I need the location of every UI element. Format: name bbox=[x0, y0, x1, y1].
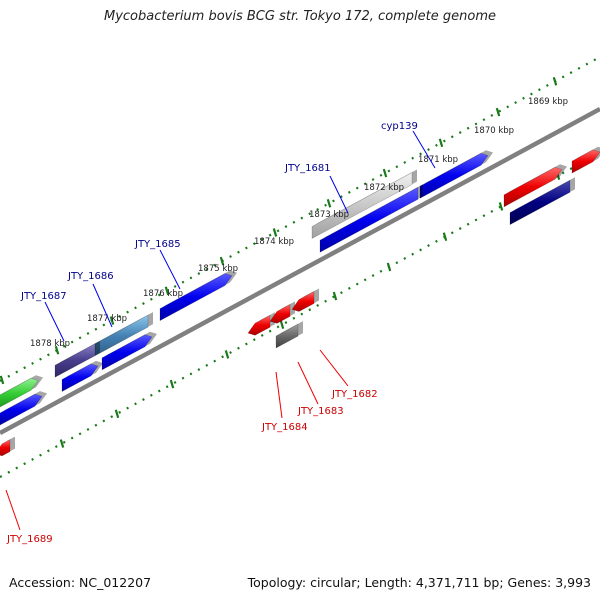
gene-red-right-1-face bbox=[503, 166, 563, 208]
lower-major-tick bbox=[442, 232, 448, 242]
callout-line bbox=[319, 349, 349, 387]
gene-jty-1682 bbox=[291, 288, 319, 312]
gene-navy-right bbox=[509, 177, 575, 226]
upper-major-tick bbox=[552, 76, 558, 86]
gene-label: JTY_1689 bbox=[6, 534, 53, 545]
genome-summary-text: Topology: circular; Length: 4,371,711 bp… bbox=[247, 575, 591, 590]
gene-jty-1681 bbox=[311, 169, 417, 240]
callout-line bbox=[412, 130, 436, 169]
callout-line bbox=[44, 301, 65, 342]
gene-jty-1687 bbox=[54, 340, 100, 378]
gene-label: JTY_1687 bbox=[20, 291, 67, 302]
gene-jty-1681-face bbox=[311, 172, 413, 240]
gene-forward-1 bbox=[319, 184, 423, 253]
gene-forward-3-face bbox=[61, 363, 99, 393]
lower-major-tick bbox=[224, 350, 230, 359]
upper-major-tick bbox=[109, 316, 115, 325]
tick-label: 1873 kbp bbox=[309, 210, 349, 220]
gene-forward-4 bbox=[0, 391, 47, 426]
gene-jty-1689 bbox=[0, 436, 15, 457]
lower-major-tick bbox=[279, 320, 285, 330]
gene-jty-1682-face bbox=[291, 290, 315, 312]
lower-tick-track bbox=[0, 152, 600, 478]
tick-label: 1876 kbp bbox=[143, 289, 183, 299]
gene-red-right-1 bbox=[503, 164, 567, 208]
gene-forward-2-face bbox=[101, 334, 153, 371]
gene-track bbox=[0, 146, 600, 457]
gene-label: cyp139 bbox=[381, 121, 418, 132]
gene-label: JTY_1681 bbox=[284, 163, 331, 174]
gene-label: JTY_1684 bbox=[261, 422, 308, 433]
gene-cyp139 bbox=[419, 150, 493, 199]
gene-jty-1685 bbox=[159, 270, 237, 322]
lower-major-tick bbox=[498, 202, 504, 211]
lower-major-tick bbox=[332, 291, 338, 301]
gene-jty-1684-face bbox=[247, 314, 271, 336]
upper-major-tick bbox=[438, 138, 444, 148]
gene-green-left bbox=[0, 375, 43, 408]
gene-jty-1689-face bbox=[0, 439, 11, 457]
upper-major-tick bbox=[326, 199, 332, 208]
tick-label: 1872 kbp bbox=[364, 183, 404, 193]
map-title: Mycobacterium bovis BCG str. Tokyo 172, … bbox=[104, 9, 496, 24]
upper-major-tick bbox=[219, 256, 225, 266]
upper-tick-track bbox=[0, 56, 600, 382]
tick-label: 1874 kbp bbox=[254, 237, 294, 247]
gene-jty-1683-face bbox=[269, 303, 291, 324]
callout-line bbox=[329, 175, 349, 214]
gene-label: JTY_1686 bbox=[67, 271, 114, 282]
gene-jty-1684 bbox=[247, 312, 275, 336]
upper-major-tick bbox=[382, 168, 388, 178]
gene-cyp139-face bbox=[419, 152, 489, 199]
gene-red-right-2-face bbox=[571, 149, 600, 174]
tick-label: 1869 kbp bbox=[528, 97, 568, 107]
tick-label: 1875 kbp bbox=[198, 264, 238, 274]
upper-major-tick bbox=[495, 107, 501, 117]
callout-line bbox=[5, 489, 21, 531]
lower-major-tick bbox=[386, 262, 392, 272]
upper-major-tick bbox=[164, 286, 170, 296]
upper-major-tick bbox=[272, 228, 278, 237]
accession-text: Accession: NC_012207 bbox=[9, 575, 152, 590]
gene-forward-4-face bbox=[0, 393, 43, 426]
gene-forward-3 bbox=[61, 360, 103, 393]
callout-line bbox=[159, 249, 181, 290]
upper-major-tick bbox=[54, 345, 60, 355]
gene-label: JTY_1682 bbox=[331, 389, 378, 400]
genome-backbone bbox=[0, 107, 600, 435]
gene-forward-2 bbox=[101, 331, 157, 371]
tick-tracks bbox=[0, 56, 600, 478]
tick-label: 1877 kbp bbox=[87, 314, 127, 324]
lower-major-tick bbox=[59, 439, 65, 448]
gene-dark-small-face bbox=[275, 323, 299, 349]
tick-label: 1870 kbp bbox=[474, 126, 514, 136]
gene-navy-right-face bbox=[509, 179, 571, 226]
lower-major-tick bbox=[169, 379, 175, 389]
gene-label: JTY_1683 bbox=[297, 406, 344, 417]
callout-line bbox=[92, 283, 113, 328]
callout-line bbox=[297, 361, 319, 405]
gene-green-left-face bbox=[0, 377, 39, 408]
upper-major-tick bbox=[0, 375, 5, 385]
tick-label: 1871 kbp bbox=[418, 155, 458, 165]
gene-jty-1687-face bbox=[54, 343, 96, 378]
label-layer: 1869 kbp 1870 kbp 1871 kbp 1872 kbp 1873 kbp… bbox=[5, 97, 568, 545]
callout-line bbox=[275, 371, 283, 419]
gene-dark-small bbox=[275, 321, 303, 349]
gene-forward-1-face bbox=[319, 186, 419, 253]
gene-jty-1685-face bbox=[159, 273, 233, 322]
gene-label: JTY_1685 bbox=[134, 239, 181, 250]
lower-major-tick bbox=[114, 409, 120, 419]
tick-label: 1878 kbp bbox=[30, 339, 70, 349]
gene-red-right-2 bbox=[571, 146, 600, 174]
gene-jty-1683 bbox=[269, 301, 295, 324]
